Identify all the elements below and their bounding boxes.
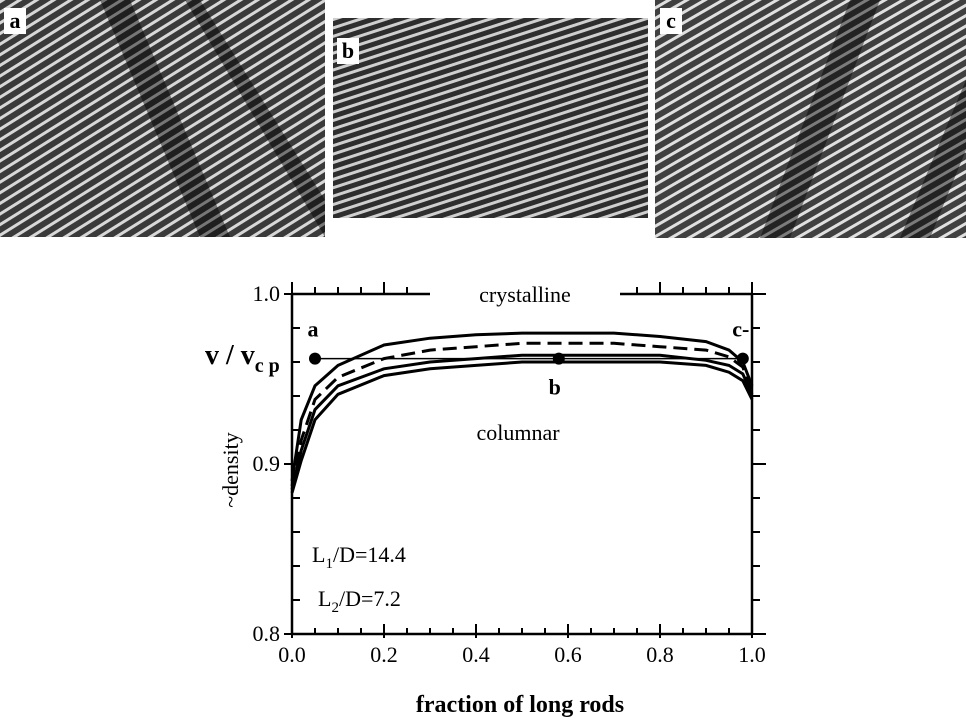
x-tick-label: 0.8 <box>646 642 674 667</box>
x-tick-label: 1.0 <box>738 642 766 667</box>
x-tick-label: 0.0 <box>278 642 306 667</box>
point-label: c- <box>732 317 749 342</box>
image-a: a <box>0 0 325 237</box>
parameter: L2/D=7.2 <box>318 586 401 616</box>
y-axis-label-main: v / v <box>205 340 255 371</box>
image-label: b <box>342 38 354 63</box>
point <box>309 353 321 365</box>
image-label: a <box>10 8 21 33</box>
point <box>737 353 749 365</box>
figure: a b c 0.8 0.9 1.0 0.0 0.2 0.4 0.6 0.8 1.0 fractio… <box>0 0 966 724</box>
point-label: a <box>308 317 319 342</box>
y-tick-label: 0.8 <box>253 621 281 646</box>
parameter-main: L <box>312 542 325 567</box>
x-axis-label: fraction of long rods <box>416 692 624 718</box>
annotation: crystalline <box>479 282 571 307</box>
parameter-rest: /D=7.2 <box>339 586 401 611</box>
y-axis-label-2: ~density <box>218 432 243 507</box>
point <box>553 353 565 365</box>
y-tick-label: 1.0 <box>253 281 281 306</box>
annotation: columnar <box>476 420 560 445</box>
x-tick-label: 0.4 <box>462 642 490 667</box>
x-tick-label: 0.2 <box>370 642 398 667</box>
y-axis-label-sub: c p <box>255 355 280 377</box>
y-tick-label: 0.9 <box>253 451 281 476</box>
point-label: b <box>549 375 561 400</box>
parameter-main: L <box>318 586 331 611</box>
x-tick-label: 0.6 <box>554 642 582 667</box>
image-b: b <box>333 18 648 218</box>
parameter-rest: /D=14.4 <box>333 542 406 567</box>
y-axis-label: v / vc p <box>205 340 280 377</box>
image-c: c <box>655 0 966 238</box>
parameter: L1/D=14.4 <box>312 542 406 572</box>
parameter-sub: 2 <box>331 600 339 616</box>
image-label: c <box>666 8 676 33</box>
parameter-sub: 1 <box>325 556 333 572</box>
